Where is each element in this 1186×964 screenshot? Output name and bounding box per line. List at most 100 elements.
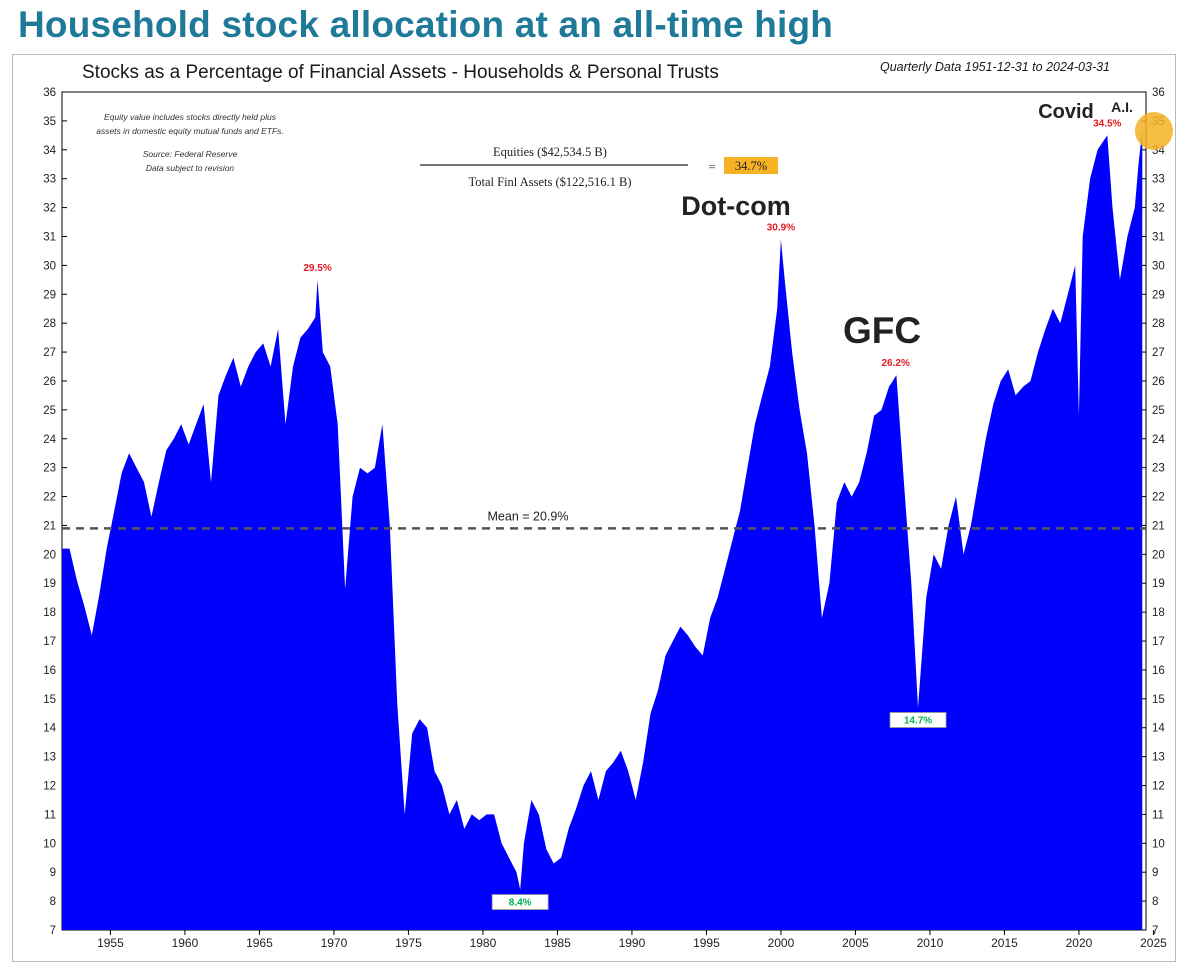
x-tick-label: 2005 xyxy=(842,936,869,950)
y-tick-label-left: 15 xyxy=(43,694,56,706)
y-tick-label-left: 25 xyxy=(43,405,56,417)
y-tick-label-right: 11 xyxy=(1152,809,1164,821)
y-tick-label-left: 23 xyxy=(43,463,56,475)
y-tick-label-left: 32 xyxy=(43,203,56,215)
peak-label: 34.5% xyxy=(1093,118,1121,129)
x-tick-label: 1960 xyxy=(172,936,199,950)
y-tick-label-left: 30 xyxy=(43,260,56,272)
y-tick-label-left: 20 xyxy=(43,549,56,561)
y-tick-label-right: 19 xyxy=(1152,578,1165,590)
y-tick-label-left: 26 xyxy=(43,376,56,388)
x-tick-label: 2000 xyxy=(768,936,795,950)
x-tick-label: 2015 xyxy=(991,936,1018,950)
y-tick-label-right: 27 xyxy=(1152,347,1165,359)
y-tick-label-right: 22 xyxy=(1152,492,1165,504)
y-tick-label-left: 10 xyxy=(43,838,56,850)
y-tick-label-left: 11 xyxy=(44,809,56,821)
note-line-2: assets in domestic equity mutual funds a… xyxy=(96,126,284,136)
y-tick-label-right: 26 xyxy=(1152,376,1165,388)
x-tick-label: 1955 xyxy=(97,936,124,950)
formula-result-highlight xyxy=(724,157,778,174)
x-tick-label: 2025 xyxy=(1140,936,1167,950)
y-tick-label-right: 16 xyxy=(1152,665,1165,677)
event-label-gfc: GFC xyxy=(843,310,921,351)
x-tick-label: 1990 xyxy=(619,936,646,950)
x-tick-label: 1995 xyxy=(693,936,720,950)
x-tick-label: 1975 xyxy=(395,936,422,950)
formula-denominator: Total Finl Assets ($122,516.1 B) xyxy=(468,175,631,189)
note-line-1: Equity value includes stocks directly he… xyxy=(104,112,277,122)
x-tick-label: 2010 xyxy=(917,936,944,950)
y-tick-label-right: 31 xyxy=(1152,231,1165,243)
y-tick-label-right: 15 xyxy=(1152,694,1165,706)
formula-equals: = xyxy=(708,160,715,174)
data-range-label: Quarterly Data 1951-12-31 to 2024-03-31 xyxy=(880,60,1111,74)
y-tick-label-left: 27 xyxy=(43,347,56,359)
formula-result: 34.7% xyxy=(735,159,767,173)
y-tick-label-right: 32 xyxy=(1152,203,1165,215)
chart-subtitle: Stocks as a Percentage of Financial Asse… xyxy=(82,62,719,83)
formula-numerator: Equities ($42,534.5 B) xyxy=(493,145,607,159)
y-tick-label-right: 17 xyxy=(1152,636,1165,648)
y-tick-label-left: 31 xyxy=(43,231,56,243)
y-tick-label-left: 36 xyxy=(43,87,56,99)
y-tick-label-left: 24 xyxy=(43,434,56,446)
y-tick-label-left: 19 xyxy=(43,578,56,590)
y-tick-label-left: 21 xyxy=(43,520,56,532)
y-tick-label-right: 36 xyxy=(1152,87,1165,99)
x-tick-label: 1985 xyxy=(544,936,571,950)
y-tick-label-left: 12 xyxy=(43,781,56,793)
y-tick-label-left: 13 xyxy=(43,752,56,764)
y-tick-label-left: 28 xyxy=(43,318,56,330)
mean-label: Mean = 20.9% xyxy=(488,509,569,523)
y-tick-label-right: 30 xyxy=(1152,260,1165,272)
y-tick-label-right: 10 xyxy=(1152,838,1165,850)
trough-label-box xyxy=(491,894,549,910)
y-tick-label-right: 8 xyxy=(1152,896,1158,908)
event-label-covid: Covid xyxy=(1038,101,1094,123)
event-label-dotcom: Dot-com xyxy=(681,191,791,221)
current-value-highlight xyxy=(1135,112,1173,150)
y-tick-label-right: 33 xyxy=(1152,174,1165,186)
y-tick-label-right: 28 xyxy=(1152,318,1165,330)
event-label-ai: A.I. xyxy=(1111,99,1133,115)
y-tick-label-left: 17 xyxy=(43,636,56,648)
trough-label: 14.7% xyxy=(904,715,932,726)
x-tick-label: 2020 xyxy=(1066,936,1093,950)
peak-label: 30.9% xyxy=(767,222,795,233)
y-tick-label-left: 22 xyxy=(43,492,56,504)
y-tick-label-left: 18 xyxy=(43,607,56,619)
x-tick-label: 1970 xyxy=(321,936,348,950)
trough-label: 8.4% xyxy=(509,898,532,909)
y-tick-label-right: 7 xyxy=(1152,925,1158,937)
y-tick-label-left: 35 xyxy=(43,116,56,128)
y-tick-label-left: 33 xyxy=(43,174,56,186)
y-tick-label-left: 7 xyxy=(50,925,56,937)
y-tick-label-left: 8 xyxy=(50,896,56,908)
y-tick-label-left: 16 xyxy=(43,665,56,677)
y-tick-label-right: 25 xyxy=(1152,405,1165,417)
y-tick-label-right: 21 xyxy=(1152,520,1165,532)
y-tick-label-left: 29 xyxy=(43,289,56,301)
y-tick-label-left: 34 xyxy=(43,145,56,157)
page-headline: Household stock allocation at an all-tim… xyxy=(18,4,834,45)
peak-label: 26.2% xyxy=(881,358,909,369)
y-tick-label-right: 18 xyxy=(1152,607,1165,619)
y-tick-label-right: 20 xyxy=(1152,549,1165,561)
y-tick-label-right: 29 xyxy=(1152,289,1165,301)
y-tick-label-right: 23 xyxy=(1152,463,1165,475)
x-tick-label: 1980 xyxy=(470,936,497,950)
y-tick-label-left: 14 xyxy=(43,723,56,735)
note-line-3: Source: Federal Reserve xyxy=(143,149,238,159)
note-line-4: Data subject to revision xyxy=(146,163,235,173)
y-tick-label-right: 14 xyxy=(1152,723,1165,735)
y-tick-label-right: 9 xyxy=(1152,867,1158,879)
allocation-area xyxy=(62,129,1143,931)
y-tick-label-right: 13 xyxy=(1152,752,1165,764)
trough-label-box xyxy=(889,712,947,728)
y-tick-label-left: 9 xyxy=(50,867,56,879)
y-tick-label-right: 12 xyxy=(1152,781,1165,793)
peak-label: 29.5% xyxy=(303,263,331,274)
x-tick-label: 1965 xyxy=(246,936,273,950)
